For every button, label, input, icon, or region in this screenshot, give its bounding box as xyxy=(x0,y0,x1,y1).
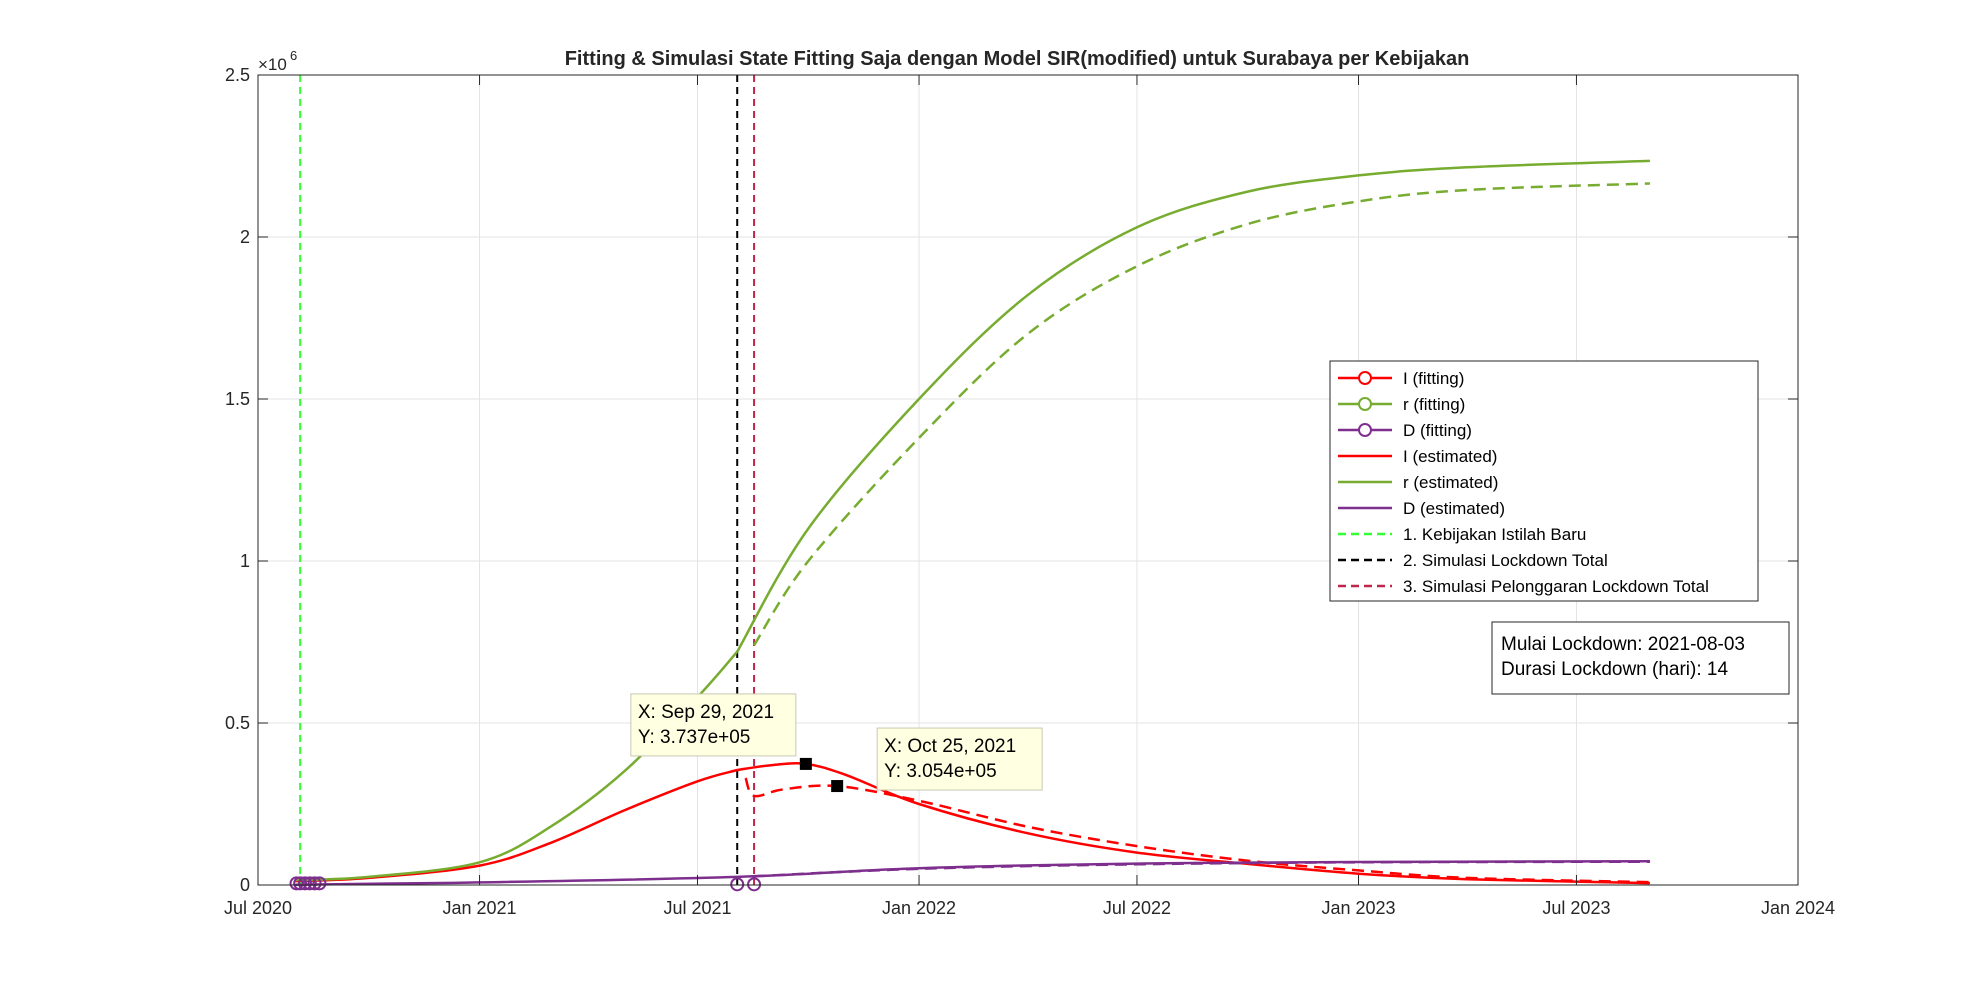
legend-label: 1. Kebijakan Istilah Baru xyxy=(1403,525,1586,544)
plot-area xyxy=(257,74,1799,886)
legend: I (fitting) r (fitting) D (fitting) I (esti… xyxy=(1329,360,1759,602)
policy-lines xyxy=(299,75,756,885)
series-line-r_est_lockdown xyxy=(736,159,1650,653)
fitting-marker xyxy=(312,876,327,891)
y-exponent-base: ×10 xyxy=(258,55,287,74)
legend-label: r (estimated) xyxy=(1403,473,1498,492)
y-tick-label: 2.5 xyxy=(225,65,250,85)
series-line-I_est_relax xyxy=(744,777,1650,884)
fitting-marker xyxy=(297,876,312,891)
series-line-D_est_relax xyxy=(754,860,1650,878)
datatip-y-text: Y: 3.737e+05 xyxy=(638,727,751,748)
y-tick-label: 0.5 xyxy=(225,713,250,733)
legend-label: I (fitting) xyxy=(1403,369,1464,388)
x-axis-ticks: Jul 2020 Jan 2021 Jul 2021 Jan 2022 Jul 2022… xyxy=(224,75,1835,918)
legend-marker xyxy=(1358,371,1372,385)
y-axis-ticks: 0 0.5 1 1.5 2 2.5 xyxy=(225,65,1798,895)
datatips: X: Sep 29, 2021 Y: 3.737e+05 X: Oct 25, 20… xyxy=(630,693,1043,793)
fitting-markers xyxy=(289,876,762,892)
datatip-marker xyxy=(831,780,844,793)
datatip-box xyxy=(876,727,1043,791)
fitting-marker xyxy=(293,876,308,891)
legend-marker xyxy=(1358,423,1372,437)
datatip-x-text: X: Sep 29, 2021 xyxy=(638,702,774,723)
lockdown-start-text: Mulai Lockdown: 2021-08-03 xyxy=(1501,634,1745,655)
fitting-marker xyxy=(289,876,304,891)
y-tick-label: 1 xyxy=(240,551,250,571)
series-line-r_est_relax xyxy=(753,182,1650,646)
fitting-marker xyxy=(730,877,745,892)
legend-label: 3. Simulasi Pelonggaran Lockdown Total xyxy=(1403,577,1709,596)
legend-label: 2. Simulasi Lockdown Total xyxy=(1403,551,1608,570)
legend-label: D (fitting) xyxy=(1403,421,1472,440)
lockdown-info-box: Mulai Lockdown: 2021-08-03 Durasi Lockdo… xyxy=(1491,621,1790,695)
y-tick-label: 0 xyxy=(240,875,250,895)
fitting-marker xyxy=(747,877,762,892)
x-tick-label: Jul 2021 xyxy=(663,898,731,918)
fitting-marker xyxy=(302,876,317,891)
lockdown-duration-text: Durasi Lockdown (hari): 14 xyxy=(1501,659,1728,680)
series-line-r_fit xyxy=(295,650,739,882)
x-tick-label: Jan 2022 xyxy=(882,898,956,918)
datatip-box xyxy=(630,693,797,757)
y-exponent-power: 6 xyxy=(290,48,297,63)
x-tick-label: Jul 2022 xyxy=(1103,898,1171,918)
series-line-I_fit xyxy=(295,768,738,883)
series-line-I_est_lockdown xyxy=(737,762,1650,885)
series-lines xyxy=(295,159,1650,886)
y-tick-label: 1.5 xyxy=(225,389,250,409)
fitting-marker xyxy=(307,876,322,891)
legend-label: I (estimated) xyxy=(1403,447,1497,466)
datatip-x-text: X: Oct 25, 2021 xyxy=(884,736,1016,757)
x-tick-label: Jan 2024 xyxy=(1761,898,1835,918)
datatip-y-text: Y: 3.054e+05 xyxy=(884,761,997,782)
y-exponent-label: ×10 6 xyxy=(258,48,297,74)
datatip-marker xyxy=(799,757,812,770)
legend-marker xyxy=(1358,397,1372,411)
lockdown-info-frame xyxy=(1491,621,1790,695)
x-tick-label: Jan 2023 xyxy=(1321,898,1395,918)
legend-box xyxy=(1329,360,1759,602)
x-tick-label: Jul 2020 xyxy=(224,898,292,918)
chart-title: Fitting & Simulasi State Fitting Saja de… xyxy=(565,48,1470,70)
series-line-D_est_lockdown xyxy=(295,860,1650,886)
y-tick-label: 2 xyxy=(240,227,250,247)
legend-label: r (fitting) xyxy=(1403,395,1465,414)
x-tick-label: Jan 2021 xyxy=(443,898,517,918)
x-tick-label: Jul 2023 xyxy=(1542,898,1610,918)
legend-label: D (estimated) xyxy=(1403,499,1505,518)
